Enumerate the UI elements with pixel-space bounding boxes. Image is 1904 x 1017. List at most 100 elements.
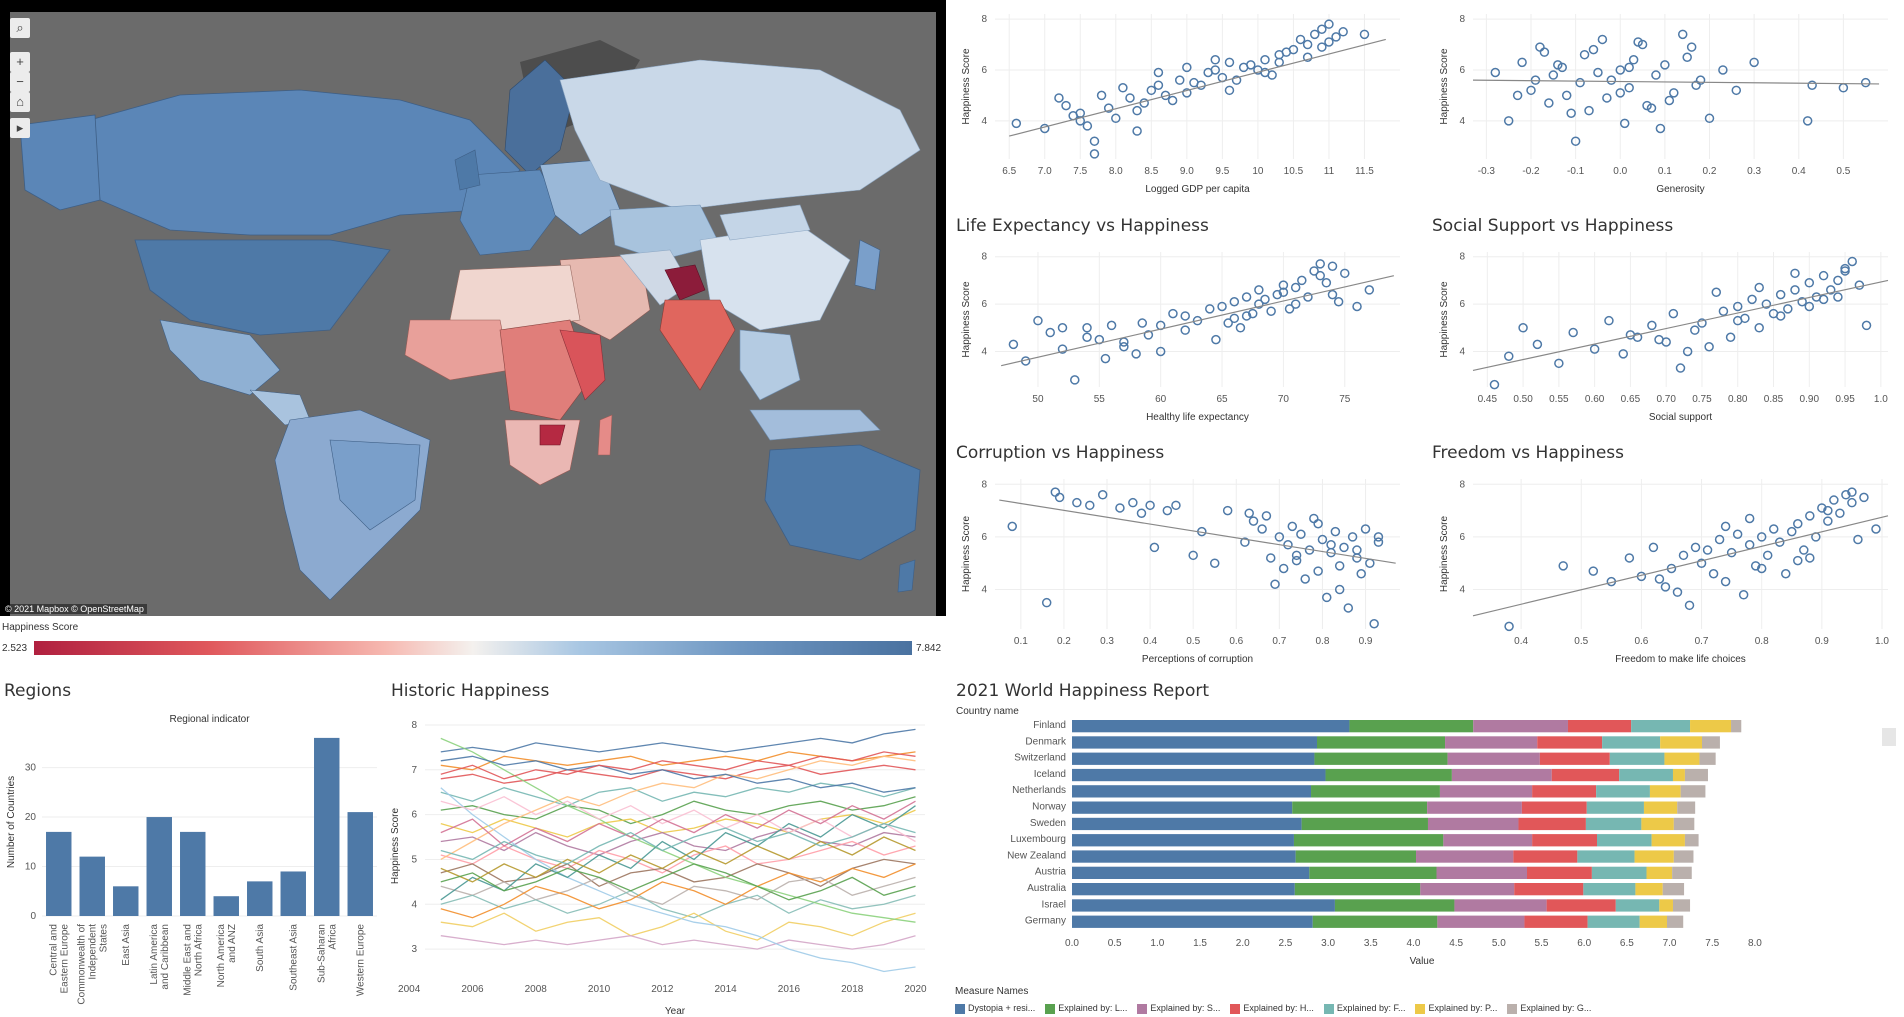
scatter-point	[1313, 518, 1323, 529]
history-series-line	[440, 805, 916, 901]
x-tick-label: 2.0	[1236, 938, 1250, 949]
stack-segment	[1294, 883, 1421, 896]
x-tick-label: 0.5	[1836, 166, 1850, 177]
scatter-point	[1774, 537, 1785, 547]
y-axis-title: Happiness Score	[1439, 515, 1450, 592]
map-canvas[interactable]	[0, 0, 946, 616]
stack-segment	[1325, 768, 1452, 782]
scatter-point	[1075, 116, 1086, 126]
country-label: Denmark	[1025, 736, 1067, 747]
category-label: Eastern Europe	[59, 924, 70, 994]
map-search-button[interactable]: ⌕	[10, 18, 30, 38]
measure-legend-item[interactable]: Explained by: P...	[1415, 1003, 1497, 1014]
life-scatter-chart[interactable]: 50 55 60 65 70 75 4 6 8 Healthy life expectancy Ha…	[950, 236, 1420, 431]
scatter-point	[1278, 563, 1289, 574]
category-label-group: Central and Eastern Europe	[48, 924, 70, 994]
generosity-scatter-chart[interactable]: -0.3 -0.2 -0.1 0.0 0.1 0.2 0.3 0.4 0.5 4 6 8 Generos…	[1428, 0, 1904, 205]
measure-legend-item[interactable]: Explained by: S...	[1137, 1003, 1220, 1014]
scatter-point	[1309, 29, 1320, 40]
regions-bar-chart[interactable]: Regional indicator 0 10 20 30 Number of Count…	[0, 700, 385, 1017]
zoom-in-button[interactable]: +	[10, 52, 30, 72]
map-attribution[interactable]: © 2021 Mapbox © OpenStreetMap	[2, 604, 147, 614]
scatter-point	[1489, 379, 1500, 390]
scatter-point	[1167, 95, 1178, 106]
historic-title: Historic Happiness	[391, 681, 550, 701]
scatter-point	[1725, 332, 1736, 343]
history-series-line	[440, 809, 916, 838]
scatter-point	[1602, 93, 1612, 103]
x-tick-label: 9.0	[1180, 166, 1194, 177]
scatter-point	[1651, 70, 1661, 80]
search-icon: ⌕	[16, 20, 24, 35]
scatter-point	[1790, 268, 1800, 279]
social-scatter-chart[interactable]: 0.45 0.50 0.55 0.60 0.65 0.70 0.75 0.80 0.85 0.90…	[1428, 236, 1904, 431]
freedom-scatter-chart[interactable]: 0.4 0.5 0.6 0.7 0.8 0.9 1.0 4 6 8 Freedom to make …	[1428, 463, 1904, 668]
scatter-point	[1174, 75, 1185, 85]
x-tick-label: 3.5	[1364, 938, 1378, 949]
corruption-scatter-chart[interactable]: 0.1 0.2 0.3 0.4 0.5 0.6 0.7 0.8 0.9 4 6 8 Perception…	[950, 463, 1420, 668]
x-tick-label: 6.0	[1577, 938, 1591, 949]
map-region-usa	[134, 239, 391, 336]
region-bar	[146, 817, 172, 916]
choropleth-map[interactable]: ⌕ + − ⌂ ▸ © 2021 Mapbox © OpenStreetMap	[0, 0, 946, 616]
measure-legend-item[interactable]: Dystopia + resi...	[955, 1003, 1035, 1014]
stack-segment	[1672, 899, 1691, 912]
scatter-point	[1655, 123, 1666, 134]
scatter-point	[1265, 553, 1276, 563]
pan-button[interactable]: ▸	[10, 118, 30, 138]
map-region-mexico	[159, 319, 281, 396]
scatter-point	[1787, 526, 1797, 537]
scatter-point	[1732, 529, 1743, 540]
x-tick-label: 0.75	[1692, 394, 1712, 405]
life-chart-title: Life Expectancy vs Happiness	[956, 216, 1209, 236]
historic-line-chart[interactable]: 3 4 5 6 7 8 2004 2006 2008 2010 2012 2014 2016 2018 20…	[385, 700, 940, 1017]
gdp-scatter-chart[interactable]: 6.5 7.0 7.5 8.0 8.5 9.0 9.5 10 10.5 11 11.5 4 6 8 Logg…	[950, 0, 1420, 205]
measure-legend-item[interactable]: Explained by: L...	[1045, 1003, 1127, 1014]
scatter-point	[1327, 261, 1338, 271]
scatter-point	[1097, 490, 1108, 500]
x-tick-label: 11.5	[1355, 166, 1374, 177]
category-label-group: South Asia	[255, 924, 266, 972]
category-label: Southeast Asia	[288, 924, 299, 991]
scatter-point	[1223, 318, 1233, 328]
scrollbar-thumb[interactable]	[1882, 728, 1896, 746]
y-tick-label: 4	[1459, 116, 1465, 127]
legend-swatch	[955, 1003, 965, 1014]
x-tick-label: 0.45	[1478, 394, 1498, 405]
scatter-point	[1853, 534, 1863, 545]
scatter-point	[1690, 542, 1701, 553]
scatter-point	[1668, 308, 1679, 319]
x-tick-label: 0.50	[1513, 394, 1533, 405]
scatter-point	[1136, 508, 1147, 518]
y-axis-title: Happiness Score	[961, 281, 972, 358]
map-region-new-zealand	[897, 559, 916, 593]
stack-segment	[1072, 899, 1335, 912]
scatter-point	[1106, 320, 1117, 331]
trend-line	[999, 499, 1396, 564]
scatter-point	[1702, 545, 1713, 555]
y-axis-title: Happiness Score	[390, 807, 401, 884]
report-stacked-bar-chart[interactable]: Country name Finland Denmark Switzerland Ice…	[950, 700, 1904, 1000]
x-tick-label: 1.5	[1193, 938, 1207, 949]
reset-view-button[interactable]: ⌂	[10, 92, 30, 112]
x-tick-label: 7.0	[1038, 166, 1052, 177]
x-tick-label: 5.5	[1535, 938, 1549, 949]
category-label: Sub-Saharan	[316, 924, 327, 983]
measure-legend-item[interactable]: Explained by: H...	[1230, 1003, 1314, 1014]
zoom-out-button[interactable]: −	[10, 72, 30, 92]
scatter-point	[1168, 308, 1178, 319]
scatter-point	[1589, 344, 1600, 354]
x-tick-label: 0.0	[1065, 938, 1079, 949]
scatter-point	[1841, 490, 1851, 500]
x-tick-label: 7.5	[1073, 166, 1087, 177]
scatter-point	[1761, 299, 1772, 309]
measure-legend-item[interactable]: Explained by: F...	[1323, 1003, 1405, 1014]
measure-legend-item[interactable]: Explained by: G...	[1507, 1003, 1591, 1014]
stack-segment	[1551, 768, 1620, 782]
scatter-point	[1654, 334, 1664, 345]
scatter-point	[1274, 532, 1285, 542]
history-series-line	[440, 755, 916, 860]
scatter-point	[1854, 280, 1865, 290]
y-tick-label: 3	[411, 944, 417, 955]
scatter-point	[1783, 304, 1793, 314]
